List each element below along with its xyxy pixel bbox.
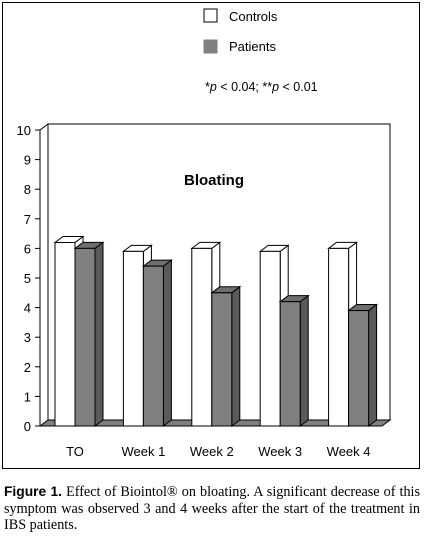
x-tick-label: Week 2 xyxy=(190,444,234,459)
bar-controls xyxy=(328,247,350,427)
x-axis: TO Week 1 Week 2 Week 3 Week 4 xyxy=(66,444,370,459)
x-tick-label: Week 1 xyxy=(121,444,165,459)
bar-controls xyxy=(191,247,213,427)
y-tick-label: 2 xyxy=(24,360,31,375)
legend-swatch-patients xyxy=(203,39,218,54)
bar-controls xyxy=(259,250,281,427)
bars xyxy=(53,235,379,427)
y-tick-label: 1 xyxy=(24,389,31,404)
x-tick-label: Week 4 xyxy=(327,444,371,459)
chart-title: Bloating xyxy=(184,172,244,189)
figure-frame xyxy=(2,2,420,469)
x-tick-label: TO xyxy=(66,444,84,459)
legend-label-controls: Controls xyxy=(229,9,278,24)
bar-controls xyxy=(122,250,144,427)
legend-swatch-controls xyxy=(203,8,218,23)
significance-annotation: *p < 0.04; **p < 0.01 xyxy=(205,80,318,94)
y-axis: 0 1 2 3 4 5 6 7 8 9 10 xyxy=(17,123,40,434)
bar-patients xyxy=(348,310,370,427)
y-tick-label: 0 xyxy=(24,419,31,434)
bar-patients xyxy=(279,301,301,427)
y-axis-depth-line xyxy=(39,123,49,131)
y-tick-label: 4 xyxy=(24,301,31,316)
x-tick-label: Week 3 xyxy=(258,444,302,459)
bar-patients xyxy=(211,292,233,427)
bar-chart: Controls Patients *p < 0.04; **p < 0.01 … xyxy=(17,8,392,459)
legend-label-patients: Patients xyxy=(229,39,276,54)
y-tick-label: 6 xyxy=(24,241,31,256)
y-tick-label: 10 xyxy=(17,123,31,138)
bar-side xyxy=(368,303,378,427)
y-tick-label: 5 xyxy=(24,271,31,286)
bar-side xyxy=(231,285,241,427)
y-tick-label: 3 xyxy=(24,330,31,345)
bar-patients xyxy=(142,265,164,427)
legend: Controls Patients xyxy=(203,8,278,54)
bar-patients xyxy=(74,247,96,427)
caption-label: Figure 1. xyxy=(4,484,63,499)
y-tick-label: 9 xyxy=(24,153,31,168)
bar-side xyxy=(299,294,309,427)
caption-text: Effect of Biointol® on bloating. A signi… xyxy=(4,484,420,533)
bar-side xyxy=(162,259,172,427)
y-tick-label: 7 xyxy=(24,212,31,227)
figure-caption: Figure 1. Effect of Biointol® on bloatin… xyxy=(4,484,420,534)
y-tick-label: 8 xyxy=(24,182,31,197)
bar-controls xyxy=(54,241,76,427)
bar-side xyxy=(94,241,104,427)
